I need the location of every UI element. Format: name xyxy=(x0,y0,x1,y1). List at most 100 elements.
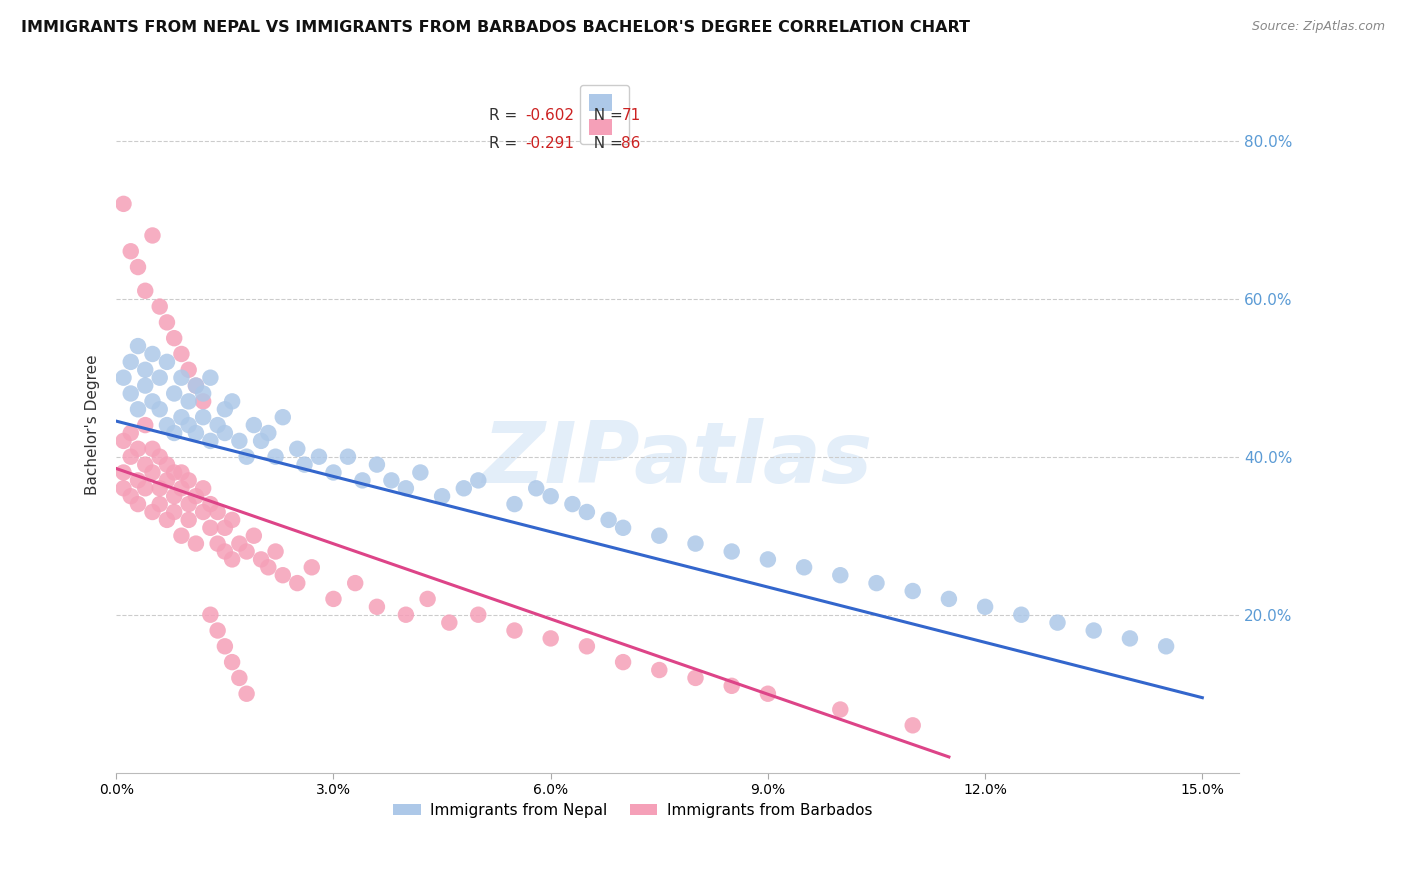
Point xyxy=(540,489,562,503)
Point xyxy=(170,481,193,495)
Point xyxy=(221,552,243,566)
Point xyxy=(250,552,273,566)
Text: R =: R = xyxy=(489,108,522,123)
Point xyxy=(141,394,163,409)
Point xyxy=(141,347,163,361)
Point xyxy=(235,450,257,464)
Point xyxy=(134,284,156,298)
Point xyxy=(184,536,207,550)
Point xyxy=(214,544,236,558)
Point xyxy=(200,497,222,511)
Point xyxy=(141,228,163,243)
Point xyxy=(141,442,163,456)
Point xyxy=(177,474,200,488)
Point xyxy=(235,687,257,701)
Point xyxy=(257,560,280,574)
Point xyxy=(685,671,707,685)
Point xyxy=(214,521,236,535)
Point xyxy=(793,560,815,574)
Point xyxy=(938,591,960,606)
Point xyxy=(271,410,294,425)
Point xyxy=(127,474,149,488)
Point xyxy=(264,544,287,558)
Point xyxy=(134,363,156,377)
Point xyxy=(416,591,439,606)
Text: R =: R = xyxy=(489,136,522,151)
Point xyxy=(648,663,671,677)
Point xyxy=(1010,607,1032,622)
Point xyxy=(524,481,547,495)
Point xyxy=(184,378,207,392)
Point xyxy=(207,536,229,550)
Point xyxy=(149,481,172,495)
Point xyxy=(352,474,374,488)
Point xyxy=(170,370,193,384)
Point xyxy=(163,386,186,401)
Text: N =: N = xyxy=(585,108,628,123)
Text: -0.291: -0.291 xyxy=(524,136,574,151)
Point xyxy=(214,402,236,417)
Point xyxy=(177,513,200,527)
Point xyxy=(112,370,135,384)
Point xyxy=(163,425,186,440)
Point xyxy=(127,339,149,353)
Point xyxy=(127,497,149,511)
Point xyxy=(200,434,222,448)
Point xyxy=(575,640,598,654)
Point xyxy=(207,624,229,638)
Point xyxy=(322,466,344,480)
Point xyxy=(170,529,193,543)
Point xyxy=(430,489,453,503)
Point xyxy=(214,640,236,654)
Point xyxy=(264,450,287,464)
Point xyxy=(170,347,193,361)
Point xyxy=(285,442,308,456)
Point xyxy=(134,481,156,495)
Point xyxy=(221,394,243,409)
Point xyxy=(163,466,186,480)
Point xyxy=(191,410,214,425)
Point xyxy=(1119,632,1142,646)
Point xyxy=(134,378,156,392)
Point xyxy=(156,513,179,527)
Point xyxy=(380,474,402,488)
Point xyxy=(395,607,418,622)
Text: 86: 86 xyxy=(621,136,641,151)
Point xyxy=(648,529,671,543)
Point xyxy=(756,552,779,566)
Point xyxy=(685,536,707,550)
Point xyxy=(250,434,273,448)
Point xyxy=(720,544,742,558)
Point xyxy=(235,544,257,558)
Point xyxy=(112,481,135,495)
Point xyxy=(366,599,388,614)
Point xyxy=(366,458,388,472)
Point xyxy=(336,450,359,464)
Point xyxy=(200,370,222,384)
Point xyxy=(120,450,142,464)
Point xyxy=(503,497,526,511)
Point xyxy=(191,505,214,519)
Point xyxy=(612,521,634,535)
Point xyxy=(575,505,598,519)
Point xyxy=(865,576,887,591)
Point xyxy=(177,363,200,377)
Point xyxy=(120,425,142,440)
Text: 71: 71 xyxy=(621,108,641,123)
Point xyxy=(156,355,179,369)
Point xyxy=(163,489,186,503)
Point xyxy=(112,434,135,448)
Point xyxy=(308,450,330,464)
Point xyxy=(322,591,344,606)
Point xyxy=(156,474,179,488)
Point xyxy=(830,568,852,582)
Text: -0.602: -0.602 xyxy=(524,108,574,123)
Point xyxy=(127,442,149,456)
Point xyxy=(191,394,214,409)
Point xyxy=(294,458,316,472)
Legend: Immigrants from Nepal, Immigrants from Barbados: Immigrants from Nepal, Immigrants from B… xyxy=(387,797,879,824)
Point xyxy=(395,481,418,495)
Point xyxy=(901,584,924,599)
Point xyxy=(612,655,634,669)
Point xyxy=(177,418,200,433)
